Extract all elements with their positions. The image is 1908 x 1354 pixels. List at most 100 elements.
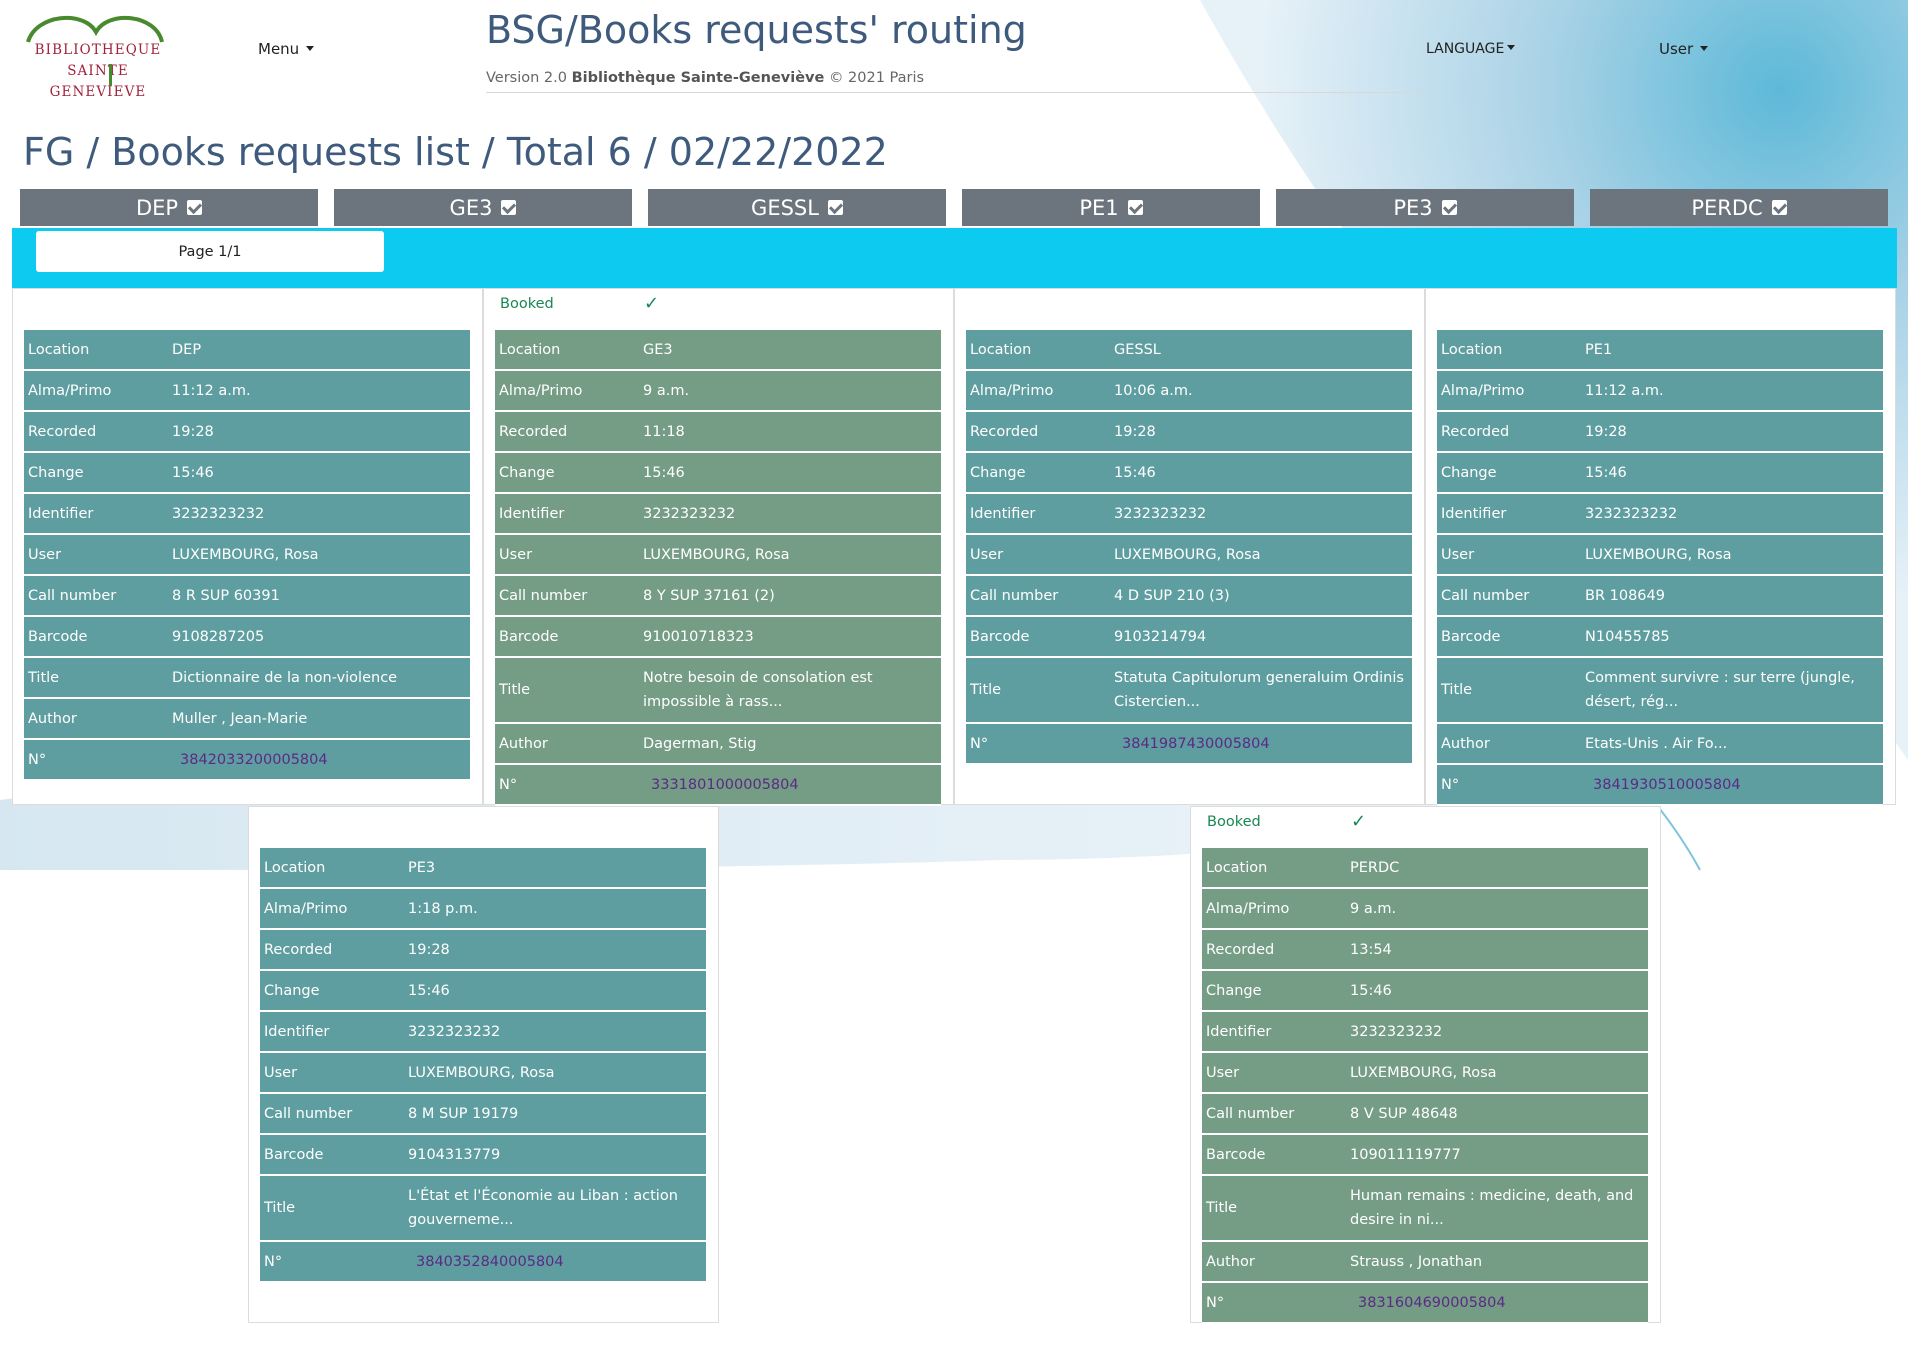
- request-card-dep: Location DEP Alma/Primo 11:12 a.m. Recorde…: [12, 288, 483, 805]
- request-number-link[interactable]: 3331801000005804: [637, 765, 941, 806]
- header-divider: [486, 92, 1422, 93]
- filter-button-ge3[interactable]: GE3: [334, 189, 632, 226]
- field-label: N°: [1202, 1283, 1344, 1324]
- field-value: 109011119777: [1344, 1135, 1648, 1176]
- checkbox-icon: [501, 200, 517, 215]
- field-value: GESSL: [1108, 330, 1412, 371]
- field-label: Change: [966, 453, 1108, 494]
- field-value: 4 D SUP 210 (3): [1108, 576, 1412, 617]
- user-dropdown[interactable]: User: [1659, 40, 1709, 58]
- field-label: N°: [260, 1242, 402, 1283]
- field-value: 11:18: [637, 412, 941, 453]
- field-value: 3232323232: [1108, 494, 1412, 535]
- filter-button-dep[interactable]: DEP: [20, 189, 318, 226]
- menu-label: Menu: [258, 40, 300, 58]
- table-row: Change 15:46: [966, 453, 1412, 494]
- table-row: Alma/Primo 1:18 p.m.: [260, 889, 706, 930]
- field-value: 9 a.m.: [1344, 889, 1648, 930]
- field-value: Notre besoin de consolation est impossib…: [637, 658, 941, 724]
- logo-arc-icon: [26, 15, 164, 43]
- request-number-link[interactable]: 3831604690005804: [1344, 1283, 1648, 1324]
- caret-down-icon: [306, 46, 315, 51]
- field-label: Change: [1437, 453, 1579, 494]
- caret-down-icon: [1700, 46, 1709, 51]
- request-number-link[interactable]: 3841930510005804: [1579, 765, 1883, 806]
- field-label: User: [1202, 1053, 1344, 1094]
- table-row: Recorded 19:28: [260, 930, 706, 971]
- field-value: Comment survivre : sur terre (jungle, dé…: [1579, 658, 1883, 724]
- table-row: Recorded 19:28: [24, 412, 470, 453]
- checkmark-icon: ✓: [1351, 811, 1367, 832]
- filter-button-perdc[interactable]: PERDC: [1590, 189, 1888, 226]
- table-row: Author Strauss , Jonathan: [1202, 1242, 1648, 1283]
- field-value: 13:54: [1344, 930, 1648, 971]
- field-label: N°: [495, 765, 637, 806]
- field-label: Change: [495, 453, 637, 494]
- table-row: N° 3841987430005804: [966, 724, 1412, 765]
- field-label: Call number: [1202, 1094, 1344, 1135]
- field-value: 3232323232: [1344, 1012, 1648, 1053]
- filter-button-pe1[interactable]: PE1: [962, 189, 1260, 226]
- field-label: Change: [260, 971, 402, 1012]
- field-label: N°: [24, 740, 166, 781]
- version-suffix: © 2021 Paris: [828, 70, 925, 86]
- field-label: Title: [260, 1176, 402, 1242]
- library-logo[interactable]: BIBLIOTHEQUE SAINTE GENEVIEVE: [26, 6, 166, 102]
- field-label: Author: [24, 699, 166, 740]
- field-label: Identifier: [260, 1012, 402, 1053]
- table-row: Alma/Primo 11:12 a.m.: [24, 371, 470, 412]
- table-row: Change 15:46: [24, 453, 470, 494]
- field-label: Author: [1437, 724, 1579, 765]
- filter-button-gessl[interactable]: GESSL: [648, 189, 946, 226]
- field-label: Title: [24, 658, 166, 699]
- table-row: N° 3841930510005804: [1437, 765, 1883, 806]
- checkbox-icon: [1441, 200, 1457, 215]
- field-value: Etats-Unis . Air Fo...: [1579, 724, 1883, 765]
- field-value: Human remains : medicine, death, and des…: [1344, 1176, 1648, 1242]
- table-row: Title Dictionnaire de la non-violence: [24, 658, 470, 699]
- logo-text: BIBLIOTHEQUE SAINTE GENEVIEVE: [28, 40, 168, 103]
- field-value: 8 M SUP 19179: [402, 1094, 706, 1135]
- page-indicator[interactable]: Page 1/1: [36, 231, 384, 272]
- request-number-link[interactable]: 3841987430005804: [1108, 724, 1412, 765]
- field-label: Barcode: [24, 617, 166, 658]
- language-dropdown[interactable]: LANGUAGE: [1426, 41, 1516, 57]
- table-row: User LUXEMBOURG, Rosa: [1202, 1053, 1648, 1094]
- table-row: Author Dagerman, Stig: [495, 724, 941, 765]
- table-row: Title Statuta Capitulorum generaluim Ordi…: [966, 658, 1412, 724]
- table-row: User LUXEMBOURG, Rosa: [24, 535, 470, 576]
- filter-label: PE3: [1393, 195, 1433, 220]
- field-value: 10:06 a.m.: [1108, 371, 1412, 412]
- field-value: Muller , Jean-Marie: [166, 699, 470, 740]
- table-row: Identifier 3232323232: [966, 494, 1412, 535]
- table-row: Title L'État et l'Économie au Liban : act…: [260, 1176, 706, 1242]
- field-value: 9108287205: [166, 617, 470, 658]
- logo-bar: [109, 64, 112, 86]
- app-title: BSG/Books requests' routing: [486, 8, 1027, 52]
- checkbox-icon: [827, 200, 843, 215]
- request-number-link[interactable]: 3842033200005804: [166, 740, 470, 781]
- version-line: Version 2.0 Bibliothèque Sainte-Genevièv…: [486, 70, 924, 86]
- request-number-link[interactable]: 3840352840005804: [402, 1242, 706, 1283]
- table-row: Barcode 9104313779: [260, 1135, 706, 1176]
- table-row: User LUXEMBOURG, Rosa: [260, 1053, 706, 1094]
- field-value: BR 108649: [1579, 576, 1883, 617]
- field-label: Recorded: [966, 412, 1108, 453]
- logo-line-1: BIBLIOTHEQUE: [34, 42, 162, 58]
- menu-dropdown[interactable]: Menu: [258, 40, 315, 58]
- field-value: L'État et l'Économie au Liban : action g…: [402, 1176, 706, 1242]
- field-label: Location: [966, 330, 1108, 371]
- field-label: User: [260, 1053, 402, 1094]
- filter-button-pe3[interactable]: PE3: [1276, 189, 1574, 226]
- field-label: Recorded: [1202, 930, 1344, 971]
- table-row: Barcode 910010718323: [495, 617, 941, 658]
- field-label: User: [966, 535, 1108, 576]
- table-row: Recorded 19:28: [966, 412, 1412, 453]
- field-label: Location: [1202, 848, 1344, 889]
- logo-line-3: GENEVIEVE: [49, 84, 147, 100]
- table-row: Location PERDC: [1202, 848, 1648, 889]
- field-value: Statuta Capitulorum generaluim Ordinis C…: [1108, 658, 1412, 724]
- field-label: User: [495, 535, 637, 576]
- field-value: 19:28: [402, 930, 706, 971]
- request-table: Location DEP Alma/Primo 11:12 a.m. Recorde…: [24, 330, 470, 781]
